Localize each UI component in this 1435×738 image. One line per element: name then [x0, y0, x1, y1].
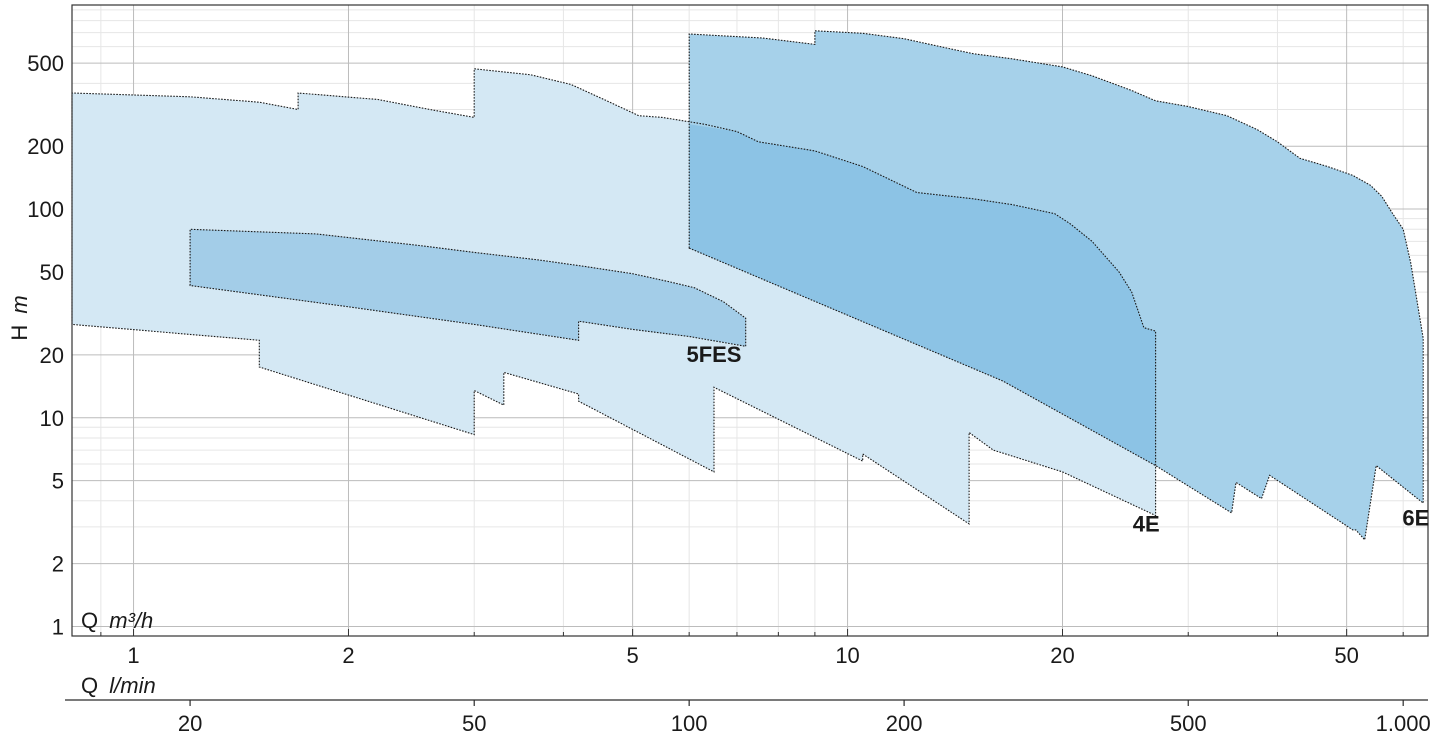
- y-tick-label: 20: [40, 343, 64, 368]
- x-tick-label-m3h: 1: [127, 643, 139, 668]
- x-axis-unit-m3h: m³/h: [109, 608, 153, 633]
- area-4e-6e-overlap: [689, 124, 1156, 466]
- x-axis-quantity-lmin: Q: [81, 673, 98, 698]
- y-tick-label: 500: [27, 51, 64, 76]
- outline-6e: [688, 30, 1424, 542]
- x-axis-quantity-m3h: Q: [81, 608, 98, 633]
- x-tick-label-m3h: 10: [835, 643, 859, 668]
- outline-4e: [71, 68, 1157, 525]
- x-tick-label-lmin: 500: [1170, 711, 1207, 736]
- y-tick-label: 2: [52, 552, 64, 577]
- y-tick-label: 50: [40, 260, 64, 285]
- y-axis-label: H m: [7, 295, 32, 340]
- plot-frame: [71, 4, 1429, 637]
- y-tick-labels: 1 2 5 10 20 50 100 200 500: [27, 51, 64, 639]
- series-label-5fes: 5FES: [686, 342, 741, 367]
- y-tick-label: 5: [52, 469, 64, 494]
- x-tick-label-lmin: 100: [671, 711, 708, 736]
- plot-border: [71, 4, 1429, 637]
- x-tick-label-lmin: 50: [462, 711, 486, 736]
- y-axis-quantity: H: [7, 325, 32, 341]
- x-tick-label-m3h: 2: [342, 643, 354, 668]
- x-tick-labels-m3h: 1 2 5 10 20 50: [127, 643, 1358, 668]
- x-tick-labels-lmin: 20 50 100 200 500 1.000: [178, 700, 1431, 736]
- area-5fes: [190, 229, 746, 347]
- y-tick-label: 100: [27, 197, 64, 222]
- series-label-6e: 6E: [1402, 505, 1429, 530]
- series-labels: 4E 5FES 6E: [686, 342, 1429, 537]
- outline-5fes: [189, 228, 747, 347]
- x-tick-label-m3h: 20: [1050, 643, 1074, 668]
- y-tick-label: 1: [52, 614, 64, 639]
- x-axis-label-lmin: Q l/min: [81, 673, 156, 698]
- y-tick-label: 10: [40, 406, 64, 431]
- y-axis-unit: m: [7, 295, 32, 313]
- x-tick-label-m3h: 50: [1334, 643, 1358, 668]
- x-tick-label-lmin: 20: [178, 711, 202, 736]
- x-axis-unit-lmin: l/min: [109, 673, 155, 698]
- x-tick-label-lmin: 200: [886, 711, 923, 736]
- y-tick-label: 200: [27, 134, 64, 159]
- x-tick-label-m3h: 5: [626, 643, 638, 668]
- x-tick-label-lmin: 1.000: [1376, 711, 1431, 736]
- x-axis-label-m3h: Q m³/h: [81, 608, 153, 633]
- series-label-4e: 4E: [1133, 512, 1160, 537]
- performance-areas: [71, 30, 1424, 542]
